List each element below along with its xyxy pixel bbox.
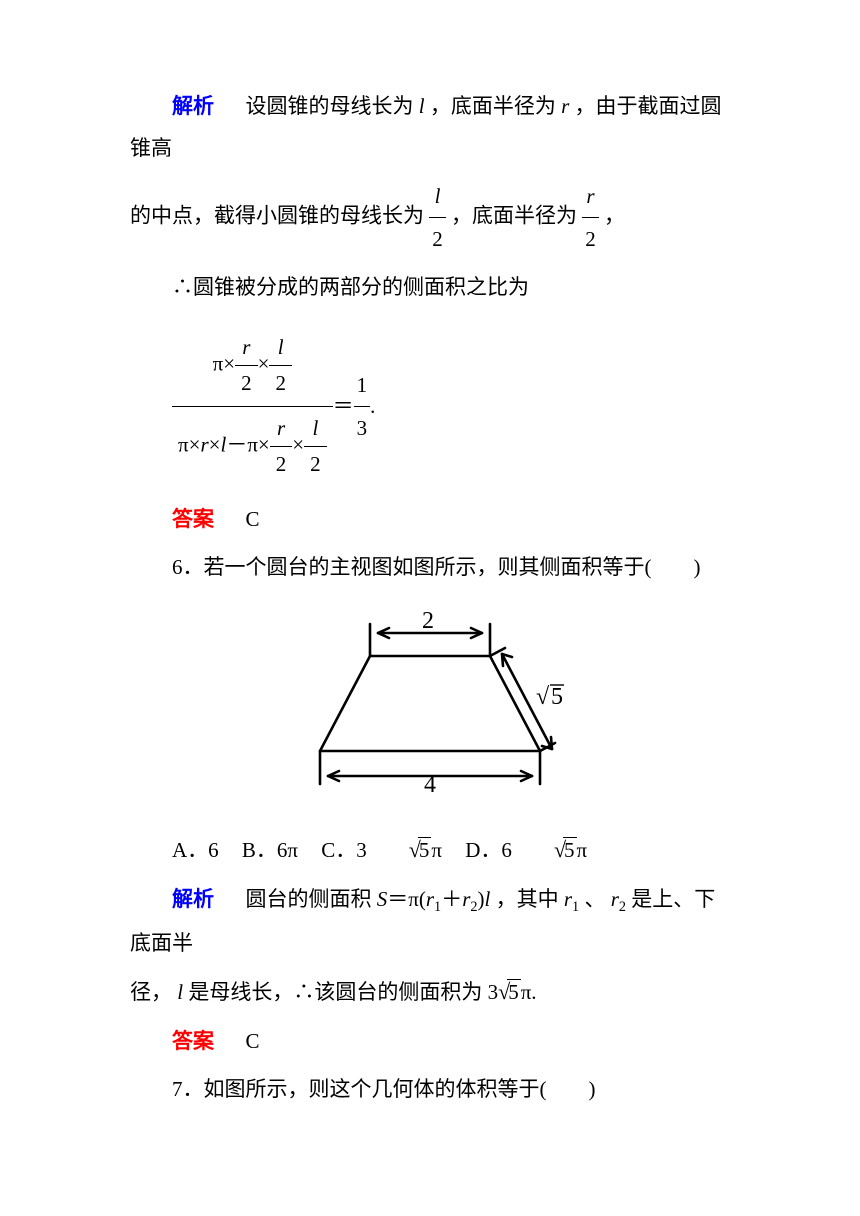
opt-c: C．3√5π xyxy=(321,838,447,862)
q6-options: A．6 B．6π C．3√5π D．6√5π xyxy=(130,828,730,872)
answer-value: C xyxy=(246,1029,260,1053)
opt-d: D．6√5π xyxy=(465,838,587,862)
c-suffix: π xyxy=(431,838,442,862)
text: ∴圆锥被分成的两部分的侧面积之比为 xyxy=(172,275,529,299)
text: ，底面半径为 xyxy=(430,94,561,118)
answer-value: C xyxy=(246,507,260,531)
q6-text: 若一个圆台的主视图如图所示，则其侧面积等于( ) xyxy=(204,555,701,579)
num: r xyxy=(582,175,599,218)
svg-text:√: √ xyxy=(536,684,550,710)
num: π×r2×l2 xyxy=(172,326,333,407)
label-analysis: 解析 xyxy=(172,887,214,911)
bottom-label: 4 xyxy=(424,772,436,796)
label-analysis: 解析 xyxy=(172,94,214,118)
text: 是母线长，∴该圆台的侧面积为 3 xyxy=(188,980,498,1004)
text: 圆台的侧面积 xyxy=(246,887,377,911)
formula: S xyxy=(377,887,388,911)
text xyxy=(219,887,240,911)
svg-text:5: 5 xyxy=(551,684,563,710)
sep: 、 xyxy=(584,887,605,911)
label-answer: 答案 xyxy=(172,507,214,531)
sol5-bigfrac-row: π×r2×l2 π×r×l－π×r2×l2 ＝ 1 3 . xyxy=(130,314,730,498)
sol5-line3: ∴圆锥被分成的两部分的侧面积之比为 xyxy=(130,266,730,308)
result-frac: 1 3 xyxy=(354,364,371,449)
q7-text: 如图所示，则这个几何体的体积等于( ) xyxy=(204,1077,596,1101)
r1: r xyxy=(564,887,572,911)
num: 1 xyxy=(354,364,371,407)
text: 的中点，截得小圆锥的母线长为 xyxy=(130,203,424,227)
text xyxy=(219,94,240,118)
q7-stem: 7．如图所示，则这个几何体的体积等于( ) xyxy=(130,1068,730,1110)
sol5-answer: 答案 C xyxy=(130,498,730,540)
frac-r2: r 2 xyxy=(582,175,599,260)
text xyxy=(219,1029,240,1053)
r2: r xyxy=(611,887,619,911)
opt-a: A．6 xyxy=(172,838,219,862)
var-r: r xyxy=(561,94,569,118)
trapezoid-svg: 2 4 √ 5 xyxy=(280,606,580,796)
text xyxy=(219,507,240,531)
den: 3 xyxy=(354,407,371,449)
c-prefix: C．3 xyxy=(321,838,367,862)
q6-analysis: 解析 圆台的侧面积 S＝π(r1＋r2)l ，其中 r1 、 r2 是上、下底面… xyxy=(130,878,730,964)
text: ， xyxy=(604,203,625,227)
q6-analysis-2: 径， l 是母线长，∴该圆台的侧面积为 3√5π. xyxy=(130,970,730,1014)
label-answer: 答案 xyxy=(172,1029,214,1053)
text: 径， xyxy=(130,980,172,1004)
sol5-line1: 解析 设圆锥的母线长为 l ，底面半径为 r ，由于截面过圆锥高 xyxy=(130,85,730,169)
den: 2 xyxy=(429,218,446,260)
text: 设圆锥的母线长为 xyxy=(246,94,419,118)
q6-number: 6． xyxy=(172,555,204,579)
period: . xyxy=(370,385,375,427)
den: π×r×l－π×r2×l2 xyxy=(172,407,333,487)
text: π. xyxy=(521,980,537,1004)
eq: ＝ xyxy=(333,385,354,427)
text: ，底面半径为 xyxy=(451,203,577,227)
d-suffix: π xyxy=(577,838,588,862)
den: 2 xyxy=(582,218,599,260)
var-l: l xyxy=(419,94,425,118)
text: ，其中 xyxy=(496,887,564,911)
sol5-line2: 的中点，截得小圆锥的母线长为 l 2 ，底面半径为 r 2 ， xyxy=(130,175,730,260)
q6-answer: 答案 C xyxy=(130,1020,730,1062)
opt-b: B．6π xyxy=(242,838,298,862)
top-label: 2 xyxy=(422,608,434,634)
page-content: 解析 设圆锥的母线长为 l ，底面半径为 r ，由于截面过圆锥高 的中点，截得小… xyxy=(130,85,730,1110)
d-prefix: D．6 xyxy=(465,838,512,862)
slant-label: √ 5 xyxy=(536,684,564,710)
num: l xyxy=(429,175,446,218)
frac-l2: l 2 xyxy=(429,175,446,260)
sqrt-icon: √5 xyxy=(512,828,577,872)
q6-stem: 6．若一个圆台的主视图如图所示，则其侧面积等于( ) xyxy=(130,546,730,588)
q7-number: 7． xyxy=(172,1077,204,1101)
sqrt-icon: √5 xyxy=(367,828,432,872)
sqrt-icon: √5 xyxy=(498,970,521,1014)
ratio-frac: π×r2×l2 π×r×l－π×r2×l2 xyxy=(172,326,333,486)
l: l xyxy=(177,980,183,1004)
q6-figure: 2 4 √ 5 xyxy=(130,606,730,810)
